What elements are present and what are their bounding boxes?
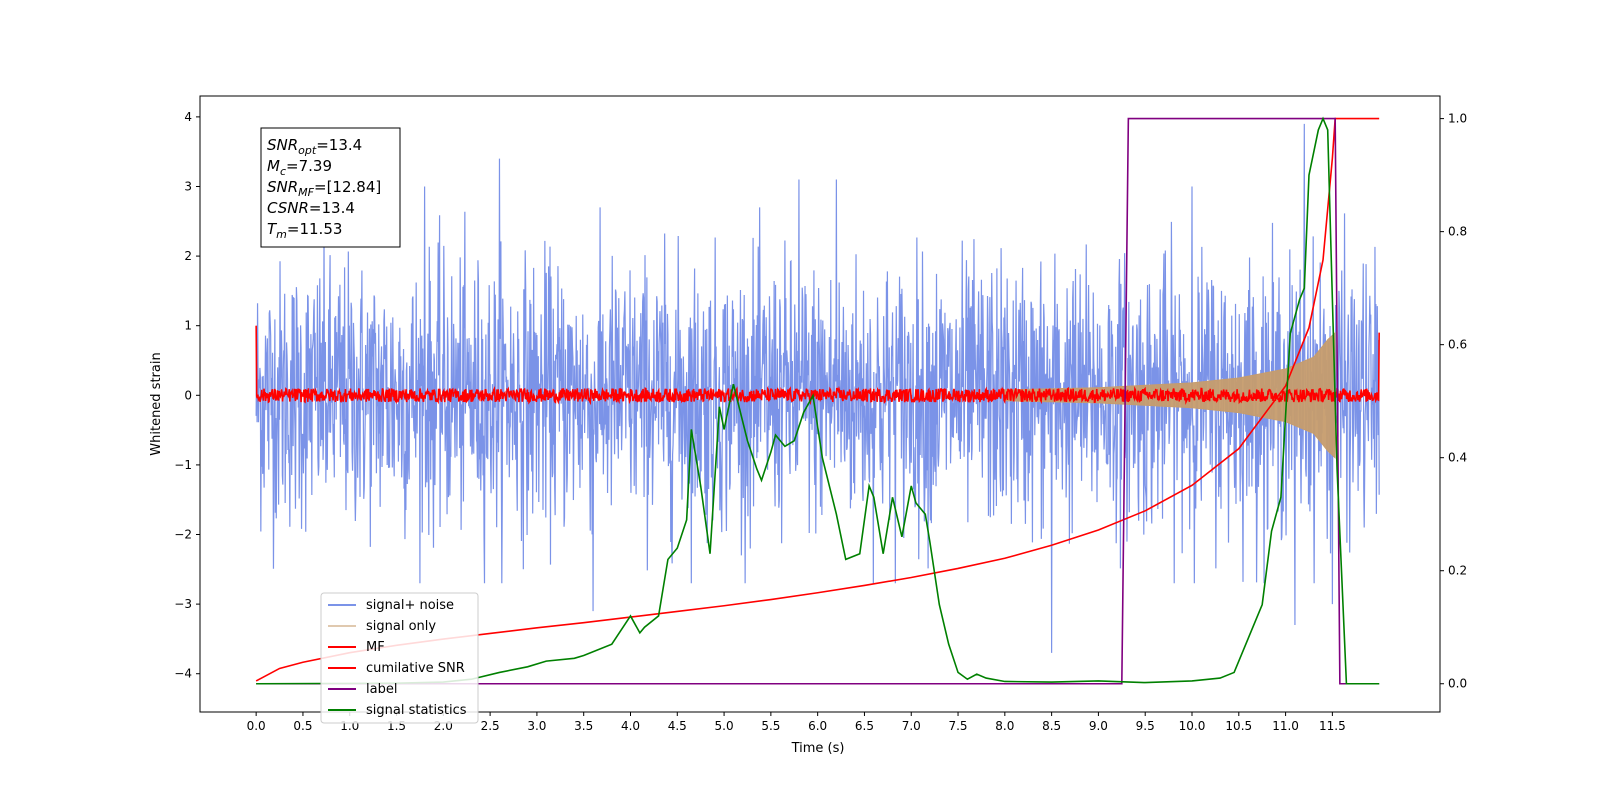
x-tick-label: 7.0 <box>902 719 921 733</box>
x-tick-label: 3.0 <box>527 719 546 733</box>
x-tick-label: 5.5 <box>761 719 780 733</box>
legend-entry: signal statistics <box>366 703 467 718</box>
y2-tick-label: 0.0 <box>1448 677 1467 691</box>
annotation-box: SNRopt=13.4Mc=7.39SNRMF=[12.84]CSNR=13.4… <box>260 127 401 248</box>
annotation-line: Tm=11.53 <box>267 220 342 241</box>
legend-entry: signal+ noise <box>366 598 454 613</box>
x-axis-label: Time (s) <box>791 741 845 756</box>
y-tick-label: 0 <box>184 388 192 402</box>
legend: signal+ noise signal only MF cumilative SNR… <box>320 592 479 724</box>
x-tick-label: 10.0 <box>1179 719 1206 733</box>
x-tick-label: 4.0 <box>621 719 640 733</box>
annotation-line: CSNR=13.4 <box>267 199 355 217</box>
y-tick-label: −1 <box>174 458 192 472</box>
y2-tick-label: 0.4 <box>1448 451 1467 465</box>
legend-entry: label <box>366 682 397 697</box>
annotation-line: SNRopt=13.4 <box>267 136 362 157</box>
series-signal-plus-noise <box>255 123 1380 653</box>
legend-entry: cumilative SNR <box>366 661 465 676</box>
x-tick-label: 11.0 <box>1272 719 1299 733</box>
x-tick-label: 10.5 <box>1225 719 1252 733</box>
x-tick-label: 0.0 <box>247 719 266 733</box>
x-tick-label: 3.5 <box>574 719 593 733</box>
y2-tick-label: 0.2 <box>1448 564 1467 578</box>
y2-tick-label: 0.8 <box>1448 225 1467 239</box>
x-tick-label: 4.5 <box>668 719 687 733</box>
legend-entry: MF <box>366 640 385 655</box>
x-tick-label: 8.5 <box>1042 719 1061 733</box>
y-axis-label: Whitened strain <box>149 352 164 455</box>
annotation-frame <box>260 127 401 248</box>
series-signal-statistics <box>256 116 1380 685</box>
y2-tick-label: 1.0 <box>1448 112 1467 126</box>
legend-frame <box>320 592 479 724</box>
annotation-line: SNRMF=[12.84] <box>267 178 381 199</box>
x-tick-label: 6.5 <box>855 719 874 733</box>
x-tick-label: 9.0 <box>1089 719 1108 733</box>
x-tick-label: 11.5 <box>1319 719 1346 733</box>
annotation-line: Mc=7.39 <box>267 157 332 178</box>
y-tick-label: −2 <box>174 528 192 542</box>
plot-frame <box>199 95 1441 713</box>
series-mf <box>255 325 1380 406</box>
x-tick-label: 2.5 <box>481 719 500 733</box>
y-axis-left: −4 −3 −2 −1 0 1 2 3 4 <box>174 110 200 681</box>
y-tick-label: 1 <box>184 319 192 333</box>
y-tick-label: 2 <box>184 249 192 263</box>
x-tick-label: 5.0 <box>715 719 734 733</box>
x-tick-label: 8.0 <box>995 719 1014 733</box>
y-tick-label: −4 <box>174 667 192 681</box>
y-tick-label: −3 <box>174 597 192 611</box>
x-tick-label: 9.5 <box>1136 719 1155 733</box>
x-tick-label: 6.0 <box>808 719 827 733</box>
y-tick-label: 4 <box>184 110 192 124</box>
legend-entry: signal only <box>366 619 436 634</box>
x-tick-label: 0.5 <box>293 719 312 733</box>
y-axis-right: 0.0 0.2 0.4 0.6 0.8 1.0 <box>1440 112 1467 691</box>
y-tick-label: 3 <box>184 179 192 193</box>
x-tick-label: 7.5 <box>948 719 967 733</box>
y2-tick-label: 0.6 <box>1448 338 1467 352</box>
